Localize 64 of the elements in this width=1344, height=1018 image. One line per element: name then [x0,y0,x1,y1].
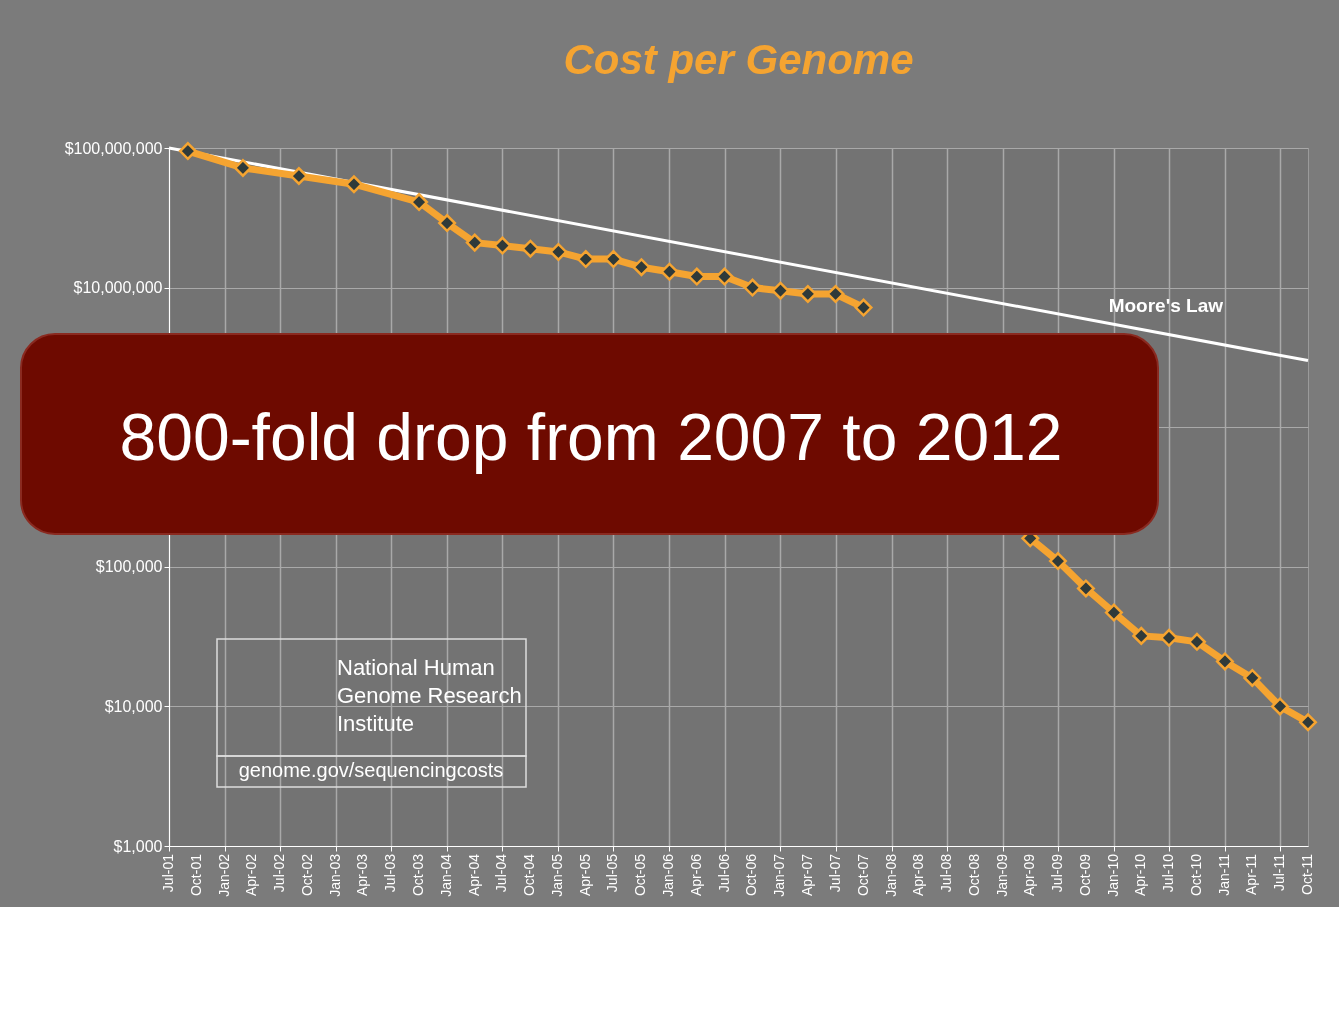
x-tick-label: Jul-11 [1271,853,1288,892]
x-tick-label: Oct-06 [743,853,760,897]
x-tick-label: Oct-11 [1299,853,1315,895]
y-tick-label: $10,000,000 [73,279,163,297]
x-tick-label: Jan-06 [660,853,677,897]
x-tick-label: Apr-04 [465,853,482,897]
y-tick-label: $10,000 [104,697,163,715]
point [854,298,873,317]
x-tick-label: Oct-10 [1187,853,1204,897]
x-tick-label: Jan-09 [993,853,1010,897]
x-tick-label: Jan-04 [438,853,455,897]
x-tick-label: Jan-11 [1215,853,1232,896]
point [632,258,651,277]
x-tick-label: Apr-03 [354,853,371,897]
x-tick-label: Jan-03 [327,853,344,897]
x-tick-label: Oct-08 [965,853,982,897]
x-tick-label: Oct-07 [854,853,871,897]
x-tick-label: Jan-02 [215,853,232,897]
x-tick-label: Oct-02 [299,853,316,897]
x-tick-label: Jan-10 [1104,853,1121,897]
point [743,278,762,297]
x-tick-label: Jul-08 [937,853,954,893]
x-tick-label: Jul-05 [604,853,621,893]
annotation: 800-fold drop from 2007 to 2012 [119,400,1063,474]
x-tick-label: Oct-04 [521,853,538,897]
point [410,193,429,212]
y-tick-label: $100,000,000 [64,139,163,157]
x-tick-label: Oct-09 [1076,853,1093,897]
x-tick-label: Jan-08 [882,853,899,897]
y-tick-label: $100,000 [95,558,163,576]
point [549,242,568,261]
annotation: genome.gov/sequencingcosts [238,759,504,781]
point [465,233,484,252]
x-tick-label: Jul-09 [1048,853,1065,893]
x-tick-label: Apr-08 [910,853,927,897]
x-tick-label: Oct-05 [632,853,649,897]
x-tick-label: Jan-07 [771,853,788,897]
point [289,167,308,186]
annotation: National Human Genome Research Institute [337,655,522,736]
x-tick-label: Apr-10 [1132,853,1149,897]
x-tick-label: Jul-03 [382,853,399,893]
y-tick-label: $1,000 [113,837,163,855]
point [660,262,679,281]
x-tick-label: Jul-01 [160,853,176,893]
series-label: Moore's Law [1108,294,1224,316]
x-tick-label: Apr-05 [576,853,593,897]
x-tick-label: Jul-02 [271,853,288,893]
x-tick-label: Jul-04 [493,853,510,893]
point [178,142,197,161]
x-tick-label: Apr-09 [1021,853,1038,897]
x-tick-label: Oct-01 [187,853,204,897]
x-tick-label: Jul-10 [1159,853,1176,893]
x-tick-label: Oct-03 [410,853,427,897]
x-tick-label: Apr-11 [1243,853,1260,895]
x-tick-label: Apr-07 [798,853,815,897]
x-tick-label: Jul-06 [715,853,732,893]
x-tick-label: Apr-06 [687,853,704,897]
chart-title: Cost per Genome [563,36,914,84]
point [233,158,252,177]
x-tick-label: Apr-02 [243,853,260,897]
point [344,175,363,194]
point [438,214,457,233]
x-tick-label: Jul-07 [826,853,843,893]
x-tick-label: Jan-05 [549,853,566,897]
